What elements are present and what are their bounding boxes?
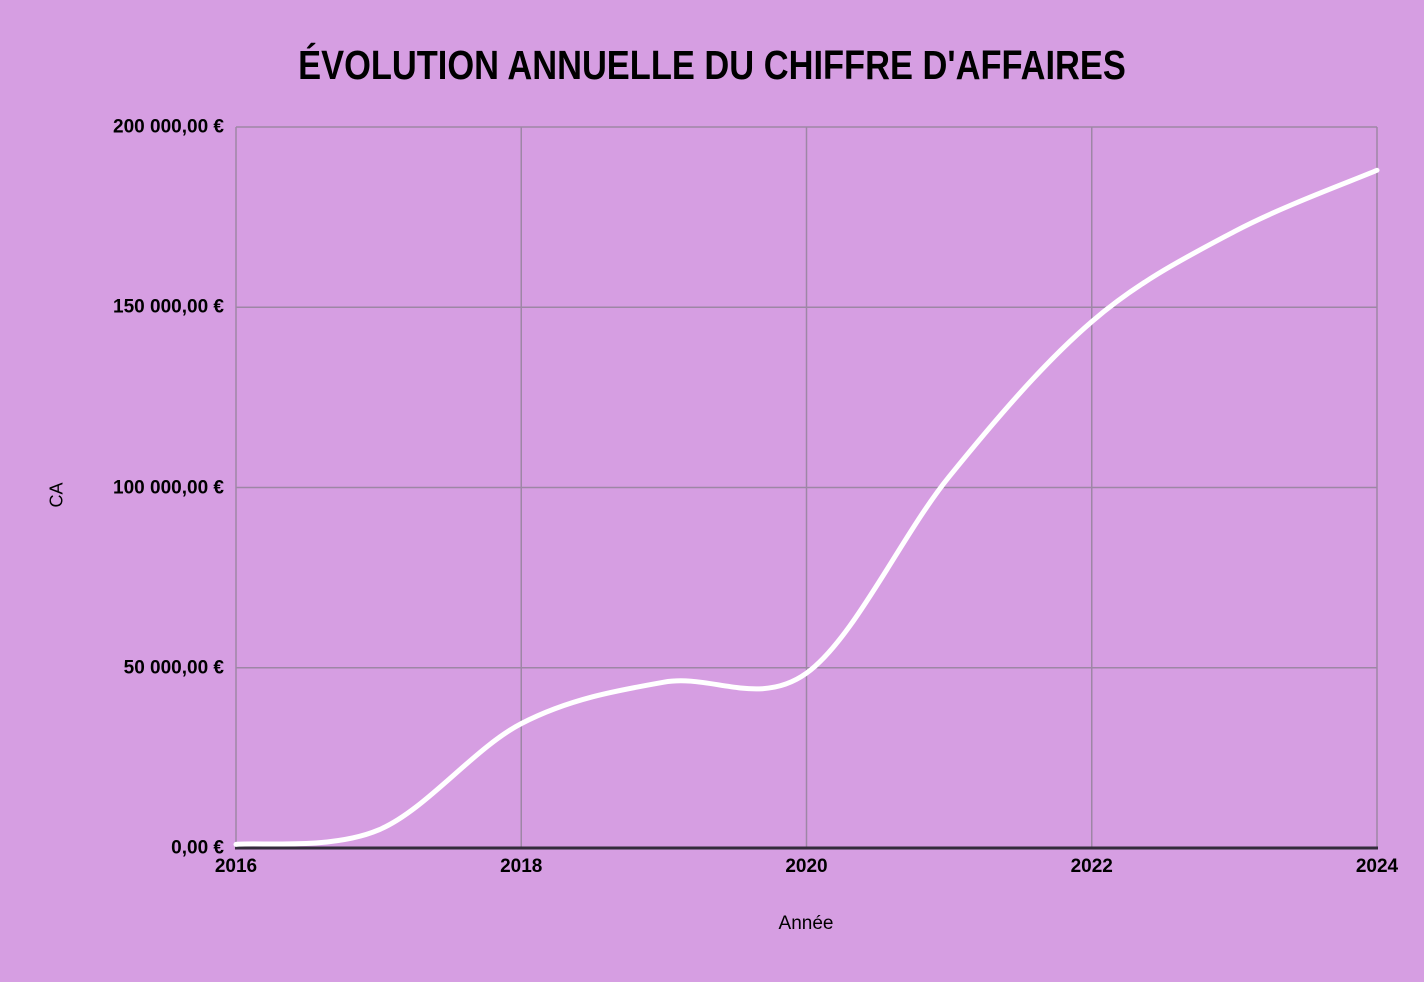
y-tick-label: 100 000,00 € [113,477,224,498]
y-axis-title: CA [46,482,67,508]
x-tick-label: 2022 [1070,856,1113,877]
x-tick-label: 2024 [1355,856,1399,877]
y-tick-label: 150 000,00 € [113,296,224,318]
x-axis-title: Année [778,913,834,934]
x-tick-label: 2020 [785,856,828,877]
y-tick-label: 0,00 € [171,837,224,859]
y-tick-label: 200 000,00 € [113,116,224,138]
chart-title: ÉVOLUTION ANNUELLE DU CHIFFRE D'AFFAIRES [298,42,1126,88]
data-series-line [233,167,1380,847]
y-tick-label: 50 000,00 € [123,657,224,679]
x-tick-label: 2018 [500,856,543,877]
x-tick-label: 2016 [214,856,258,877]
